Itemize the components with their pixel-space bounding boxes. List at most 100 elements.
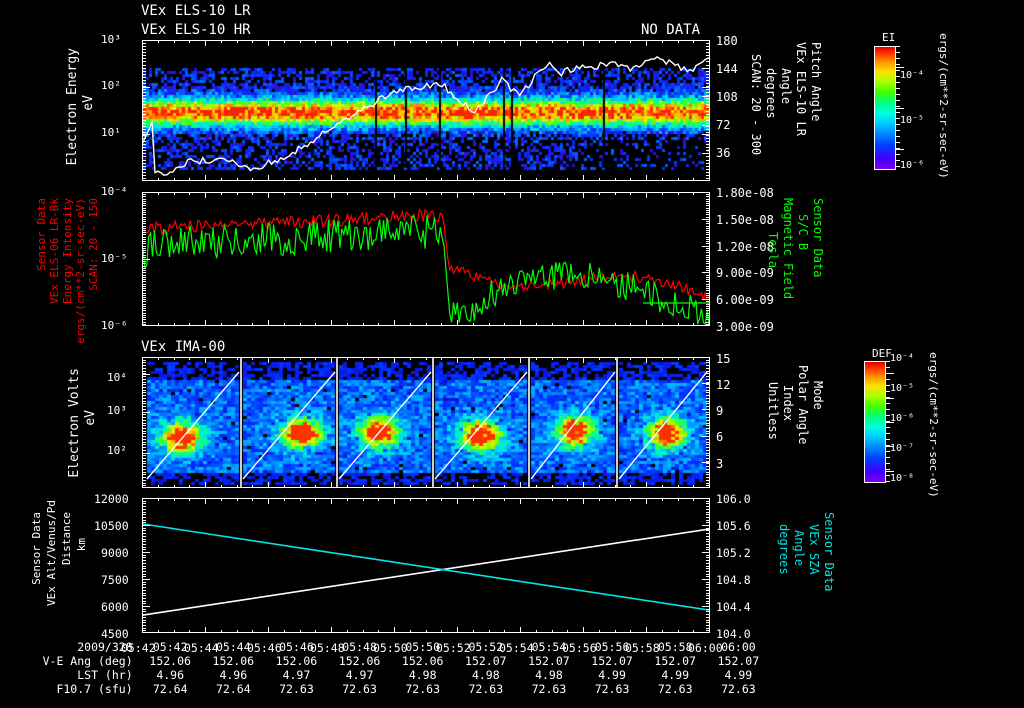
panel3-yright-tick-2: 9 xyxy=(716,404,724,418)
panel2-right-label-2: S/C B xyxy=(796,214,810,251)
panel1-right-label-4: degrees xyxy=(764,68,778,119)
table-cell: 152.06 xyxy=(275,654,318,668)
panel2-left-label-1: Sensor Data xyxy=(35,198,48,271)
x-axis-tick-label: 05:46 xyxy=(247,641,282,655)
x-axis-tick-label: 05:44 xyxy=(184,641,219,655)
table-cell: 72.63 xyxy=(468,682,504,696)
table-cell: 4.97 xyxy=(345,668,374,682)
panel1-overlay-line xyxy=(143,56,709,176)
panel1-yright-tick-2: 108 xyxy=(716,90,738,104)
panel4-ytick-2: 9000 xyxy=(101,546,129,560)
table-row-label: 2009/328 xyxy=(77,640,133,654)
table-cell: 05:58 xyxy=(657,640,693,654)
panel4-yright-tick-1: 105.6 xyxy=(716,519,751,533)
panel1-ytick-1: 10² xyxy=(101,79,121,92)
colorbar3-tick-0: 10⁻⁴ xyxy=(890,353,915,364)
table-cell: 05:50 xyxy=(405,640,440,654)
table-row: F10.7 (sfu) 72.64 72.64 72.63 72.63 72.63 72.6… xyxy=(0,682,770,696)
panel4-right-label-3: Angle xyxy=(792,530,806,567)
panel3-y-axis-label: Electron Volts xyxy=(67,368,82,478)
table-row-label: LST (hr) xyxy=(77,668,133,682)
panel4-ytick-0: 12000 xyxy=(94,492,129,506)
x-axis-tick-label: 05:48 xyxy=(310,641,345,655)
table-cell: 4.98 xyxy=(408,668,437,682)
panel1-y-axis-label: Electron Energy xyxy=(65,48,80,166)
panel3-ticks xyxy=(142,357,710,488)
panel2-right-label-3: Magnetic Field xyxy=(781,198,795,300)
x-axis-tick-label: 05:58 xyxy=(625,641,660,655)
panel1-y-axis-unit: eV xyxy=(81,95,96,111)
panel4-ticks xyxy=(142,498,710,633)
table-cell: 72.63 xyxy=(531,682,567,696)
panel2-right-label-1: Sensor Data xyxy=(811,198,825,278)
colorbar3-tick-4: 10⁻⁸ xyxy=(890,473,915,484)
table-cell: 4.96 xyxy=(219,668,248,682)
panel4-yright-tick-0: 106.0 xyxy=(716,492,751,506)
table-row: LST (hr) 4.96 4.96 4.97 4.97 4.98 4.98 4.98 4.99… xyxy=(0,668,770,682)
panel4-yright-tick-4: 104.4 xyxy=(716,600,751,614)
colorbar3-gradient xyxy=(865,362,885,482)
table-cell: 4.99 xyxy=(661,668,690,682)
panel1-yright-tick-3: 72 xyxy=(716,118,731,132)
panel1-ticks xyxy=(142,40,710,181)
table-cell: 152.07 xyxy=(528,654,570,668)
panel1-yright-tick-0: 180 xyxy=(716,34,738,48)
panel4-right-label-4: degrees xyxy=(777,524,791,575)
panel4-ytick-4: 6000 xyxy=(101,600,129,614)
table-cell: 152.06 xyxy=(338,654,381,668)
panel-els-spectrogram xyxy=(142,40,710,181)
panel3-right-label-2: Polar Angle xyxy=(796,365,810,445)
colorbar1-title: EI xyxy=(882,31,896,44)
colorbar3-tick-2: 10⁻⁶ xyxy=(890,413,915,424)
table-row: 2009/328 05:42 05:44 05:46 05:48 05:50 05:52 05… xyxy=(0,640,770,654)
panel1-no-data-label: NO DATA xyxy=(641,22,701,38)
table-cell: 05:48 xyxy=(342,640,377,654)
panel1-right-label-5: SCAN: 20 - 300 xyxy=(749,54,763,156)
table-cell: 4.98 xyxy=(535,668,563,682)
table-cell: 152.07 xyxy=(465,654,507,668)
table-cell: 72.63 xyxy=(721,682,756,696)
panel2-yright-tick-4: 6.00e-09 xyxy=(716,293,774,307)
panel4-left-label-2: VEx Alt/Venus/Pd xyxy=(45,500,58,606)
panel3-yright-tick-3: 6 xyxy=(716,430,724,444)
colorbar3-tick-1: 10⁻⁵ xyxy=(890,383,915,394)
colorbar1-tick-1: 10⁻⁵ xyxy=(900,115,925,126)
panel3-title: VEx IMA-00 xyxy=(141,339,226,355)
table-cell: 05:46 xyxy=(279,640,314,654)
table-cell: 72.63 xyxy=(342,682,377,696)
panel3-y-axis-unit: eV xyxy=(83,410,98,426)
panel4-ytick-5: 4500 xyxy=(101,627,129,641)
panel2-left-label-5: SCAN: 20 - 150 xyxy=(87,198,100,291)
x-axis-tick-label: 05:56 xyxy=(562,641,597,655)
panel2-left-label-4: ergs/(cm**2-sr-sec-eV) xyxy=(74,198,87,344)
panel2-ytick-1: 10⁻⁵ xyxy=(101,252,128,265)
panel2-ticks xyxy=(142,192,710,326)
colorbar1-ticks xyxy=(896,46,904,167)
panel4-yright-tick-3: 104.8 xyxy=(716,573,751,587)
panel4-ytick-3: 7500 xyxy=(101,573,129,587)
panel2-yright-tick-1: 1.50e-08 xyxy=(716,213,774,227)
panel3-right-label-4: Unitless xyxy=(766,382,780,440)
table-cell: 72.63 xyxy=(405,682,440,696)
panel3-yright-tick-1: 12 xyxy=(716,378,731,392)
table-cell: 4.98 xyxy=(471,668,500,682)
table-cell: 152.06 xyxy=(401,654,444,668)
panel1-right-label-1: Pitch Angle xyxy=(809,42,823,122)
panel1-ytick-2: 10¹ xyxy=(101,126,121,139)
colorbar3-ticks xyxy=(886,361,894,482)
panel1-title-lr: VEx ELS-10 LR xyxy=(141,3,251,19)
colorbar3-unit: ergs/(cm**2-sr-sec-eV) xyxy=(927,352,940,498)
panel2-yright-tick-3: 9.00e-09 xyxy=(716,266,774,280)
panel-energy-bfield xyxy=(142,192,710,326)
panel2-ytick-0: 10⁻⁴ xyxy=(101,185,128,198)
colorbar1-unit: ergs/(cm**2-sr-sec-eV) xyxy=(937,33,950,179)
colorbar1-gradient xyxy=(875,47,895,169)
panel1-right-label-2: VEx ELS-10 LR xyxy=(794,42,808,136)
panel3-right-label-3: Index xyxy=(781,385,795,422)
colorbar1-tick-0: 10⁻⁴ xyxy=(900,70,925,81)
panel3-ytick-2: 10² xyxy=(107,444,127,457)
panel2-left-label-2: VEx ELS-06 LR-Bk xyxy=(48,198,61,304)
panel2-yright-tick-0: 1.80e-08 xyxy=(716,186,774,200)
panel2-ytick-2: 10⁻⁶ xyxy=(101,319,128,332)
